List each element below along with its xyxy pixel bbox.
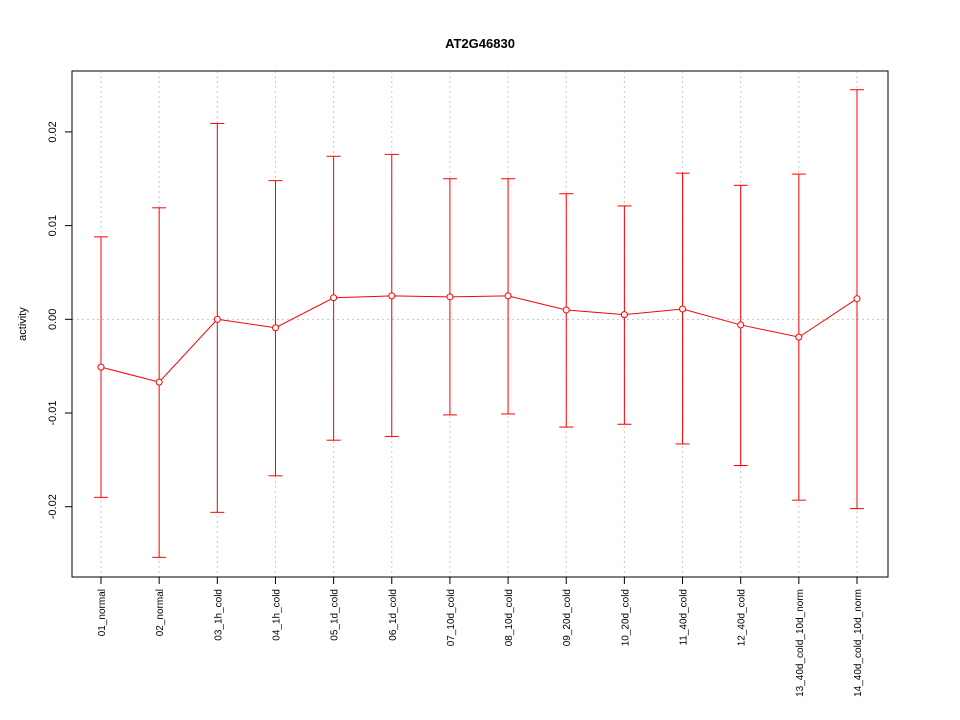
y-tick-label: 0.01	[47, 215, 59, 236]
error-bars	[94, 89, 864, 558]
data-point	[620, 311, 628, 319]
x-tick-label: 14_40d_cold_10d_norm	[853, 589, 864, 697]
data-point	[737, 321, 745, 329]
x-tick-label: 04_1h_cold	[271, 589, 282, 641]
x-tick-label: 05_1d_cold	[330, 589, 341, 641]
y-tick-label: 0.00	[47, 309, 59, 330]
grid-layer	[72, 71, 888, 577]
y-axis-label: activity	[17, 307, 29, 341]
data-point	[97, 363, 105, 371]
data-point	[446, 293, 454, 301]
data-point	[155, 378, 163, 386]
x-tick-label: 02_normal	[155, 589, 166, 636]
data-points	[97, 292, 861, 386]
x-tick-label: 01_normal	[97, 589, 108, 636]
data-point	[853, 295, 861, 303]
data-point	[679, 305, 687, 313]
data-point	[388, 292, 396, 300]
x-tick-label: 03_1h_cold	[213, 589, 224, 641]
x-tick-label: 12_40d_cold	[737, 589, 748, 646]
data-point	[562, 306, 570, 314]
data-point	[795, 333, 803, 341]
x-tick-label: 10_20d_cold	[620, 589, 631, 646]
x-tick-label: 06_1d_cold	[388, 589, 399, 641]
data-point	[330, 294, 338, 302]
x-tick-label: 08_10d_cold	[504, 589, 515, 646]
chart-title: AT2G46830	[445, 36, 515, 51]
series-line-layer	[100, 295, 858, 383]
x-tick-label: 13_40d_cold_10d_norm	[795, 589, 806, 697]
y-axis: -0.02 -0.01 0.00 0.01 0.02	[47, 121, 72, 519]
x-axis: 01_normal 02_normal 03_1h_cold 04_1h_cold 05…	[97, 577, 864, 697]
x-tick-label: 07_10d_cold	[446, 589, 457, 646]
plot-frame	[71, 70, 889, 578]
data-point	[271, 324, 279, 332]
data-point	[213, 315, 221, 323]
y-tick-label: -0.01	[47, 400, 59, 425]
series-line	[100, 295, 858, 383]
y-tick-label: 0.02	[47, 121, 59, 142]
data-point	[504, 292, 512, 300]
x-tick-label: 09_20d_cold	[562, 589, 573, 646]
y-tick-label: -0.02	[47, 494, 59, 519]
x-tick-label: 11_40d_cold	[679, 589, 690, 646]
